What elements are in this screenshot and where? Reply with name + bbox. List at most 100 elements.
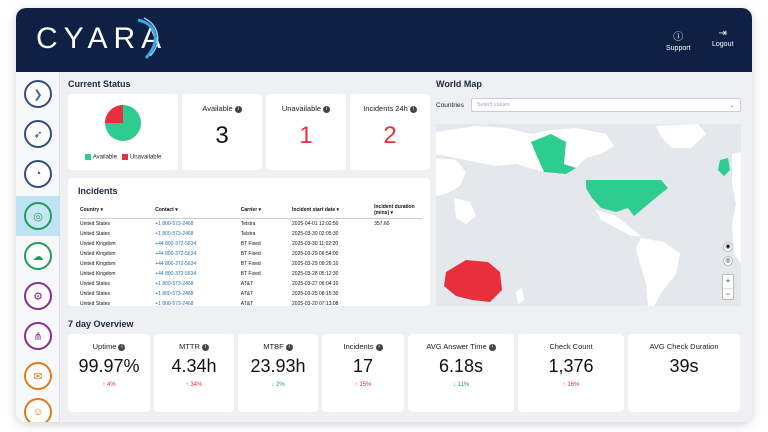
info-icon[interactable]: i — [285, 343, 293, 351]
table-cell[interactable]: +44 800-372-5634 — [155, 250, 197, 257]
arrow-down-icon: ↓ — [271, 382, 276, 388]
sidebar-item-gauge[interactable]: ◔ — [24, 160, 52, 188]
south-america-shape — [636, 238, 680, 306]
logo-swoosh-icon — [137, 17, 159, 59]
column-header[interactable]: Incident duration (mins) ▾ — [374, 204, 422, 219]
metric-value: 39s — [669, 356, 699, 376]
info-icon[interactable]: i — [375, 343, 383, 351]
metric-delta-value: 34% — [190, 382, 203, 388]
table-body: United States +1 800-573-2468 Telstra 2025-… — [80, 219, 422, 309]
mexico-shape — [596, 210, 641, 236]
table-cell: 2025-03-30 02:05:30 — [292, 230, 339, 237]
column-header[interactable]: Incident start date ▾ — [292, 204, 375, 219]
europe-africa-edge-shape — [732, 152, 741, 264]
table-row[interactable]: United States +1 800-573-2468 AT&T 2025-03-… — [80, 279, 422, 289]
alaska-shape — [531, 134, 576, 174]
table-cell[interactable]: +1 800-573-2468 — [155, 220, 194, 227]
stat-incidents24h-label: Incidents 24h — [363, 104, 408, 113]
info-icon[interactable]: i — [323, 105, 331, 113]
stat-label: Available i — [182, 104, 262, 113]
arrow-up-icon: ↑ — [185, 382, 191, 388]
logout-button[interactable]: ⇥ Logout — [712, 28, 733, 48]
stat-unavailable-value: 1 — [299, 122, 313, 149]
table-row[interactable]: United Kingdom +44 800-372-5634 BT Fixed 20… — [80, 249, 422, 259]
table-cell — [374, 279, 422, 289]
table-cell: 2025-03-27 06:04:10 — [292, 280, 339, 287]
metric-card: AVG Answer Time i 6.18s ↓ 11% — [408, 334, 514, 412]
table-row[interactable]: United States +1 800-573-2468 Telstra 2025-… — [80, 219, 422, 229]
table-cell: AT&T — [240, 290, 254, 297]
table-row[interactable]: United States +1 800-573-2468 AT&T 2025-03-… — [80, 289, 422, 299]
table-cell — [374, 299, 422, 309]
table-cell[interactable]: +44 800-372-5634 — [155, 260, 197, 267]
sidebar-item-network[interactable]: ⋔ — [24, 322, 52, 350]
stat-label: Unavailable i — [266, 104, 346, 113]
table-cell[interactable]: +1 800-573-2468 — [155, 280, 194, 287]
table-cell: United Kingdom — [80, 250, 116, 257]
table-cell — [374, 249, 422, 259]
table-cell[interactable]: +44 800-372-5634 — [155, 270, 197, 277]
info-icon[interactable]: i — [201, 343, 209, 351]
table-cell: United Kingdom — [80, 240, 116, 247]
map-reset-button[interactable]: ◉ — [723, 242, 733, 252]
zoom-in-button[interactable]: + — [725, 276, 731, 286]
sidebar-item-gear[interactable]: ⚙ — [24, 282, 52, 310]
table-cell: 2025-03-29 06:54:00 — [292, 250, 339, 257]
world-map[interactable]: ◉ ◎ + − — [436, 124, 741, 306]
table-cell: United States — [80, 290, 111, 297]
sidebar-item-chat[interactable]: ✉ — [24, 362, 52, 390]
table-cell[interactable]: +44 800-372-5634 — [155, 240, 197, 247]
table-cell: 2025-03-29 09:26:10 — [292, 260, 339, 267]
info-icon[interactable]: i — [118, 343, 126, 351]
metric-value: 17 — [352, 356, 374, 376]
table-row[interactable]: United Kingdom +44 800-372-5634 BT Fixed 20… — [80, 259, 422, 269]
table-cell: BT Fixed — [240, 270, 261, 277]
metric-delta: ↑ 34% — [154, 382, 234, 388]
incidents-card: Incidents Country ▾ Contact ▾ Carrier ▾ Inc… — [68, 178, 430, 309]
column-header[interactable]: Contact ▾ — [155, 204, 241, 219]
metric-label-text: Uptime — [92, 342, 117, 351]
table-cell: United Kingdom — [80, 260, 116, 267]
metric-label: MTBF i — [238, 342, 318, 351]
table-row[interactable]: United States +1 800-573-2468 Telstra 2025-… — [80, 229, 422, 239]
metric-delta: ↑ 16% — [518, 382, 624, 388]
table-cell: AT&T — [240, 300, 254, 307]
info-icon[interactable]: i — [234, 105, 242, 113]
metric-label: Uptime i — [68, 342, 150, 351]
table-cell: BT Fixed — [240, 250, 261, 257]
metric-delta: ↑ 4% — [68, 382, 150, 388]
table-cell[interactable]: +1 800-573-2468 — [155, 230, 194, 237]
metric-label-text: Check Count — [549, 342, 593, 351]
table-cell: 2025-03-25 08:15:30 — [292, 290, 339, 297]
metric-label-text: AVG Check Duration — [649, 342, 719, 351]
table-cell[interactable]: +1 800-573-2468 — [155, 300, 194, 307]
status-pie-card: Available Unavailable — [68, 94, 178, 170]
countries-select[interactable]: Select values ⌄ — [471, 98, 741, 112]
stat-unavailable-label: Unavailable — [281, 104, 322, 113]
greenland-shape — [656, 124, 706, 148]
info-icon[interactable]: i — [409, 105, 417, 113]
metric-label-text: MTBF — [263, 342, 284, 351]
sidebar-item-cloud[interactable]: ☁ — [24, 242, 52, 270]
zoom-out-button[interactable]: − — [723, 288, 733, 301]
table-row[interactable]: United Kingdom +44 800-372-5634 BT Fixed 20… — [80, 269, 422, 279]
support-button[interactable]: ⓘ Support — [666, 28, 691, 52]
info-icon[interactable]: i — [488, 343, 496, 351]
table-cell[interactable]: +1 800-573-2468 — [155, 290, 194, 297]
sidebar-item-pulse[interactable]: ◎ — [24, 202, 52, 230]
cyara-logo[interactable]: CYARA — [36, 22, 168, 55]
table-row[interactable]: United States +1 800-573-2468 AT&T 2025-03-… — [80, 299, 422, 309]
map-locate-button[interactable]: ◎ — [723, 256, 733, 266]
table-cell — [374, 269, 422, 279]
column-header[interactable]: Carrier ▾ — [240, 204, 293, 219]
column-header[interactable]: Country ▾ — [80, 204, 156, 219]
table-row[interactable]: United Kingdom +44 800-372-5634 BT Fixed 20… — [80, 239, 422, 249]
metric-label: AVG Check Duration — [628, 342, 740, 351]
sidebar-item-agent[interactable]: ☺ — [24, 398, 52, 422]
agent-icon: ☺ — [32, 406, 44, 418]
sidebar-item-rocket[interactable]: ➶ — [24, 120, 52, 148]
sidebar-item-home[interactable]: ❯ — [24, 80, 52, 108]
arrow-up-icon: ↑ — [102, 382, 107, 388]
metric-label-text: AVG Answer Time — [426, 342, 487, 351]
app-window: CYARA ⓘ Support ⇥ Logout ❯ ➶ ◔ ◎ ☁ ⚙ ⋔ ✉… — [16, 8, 752, 422]
